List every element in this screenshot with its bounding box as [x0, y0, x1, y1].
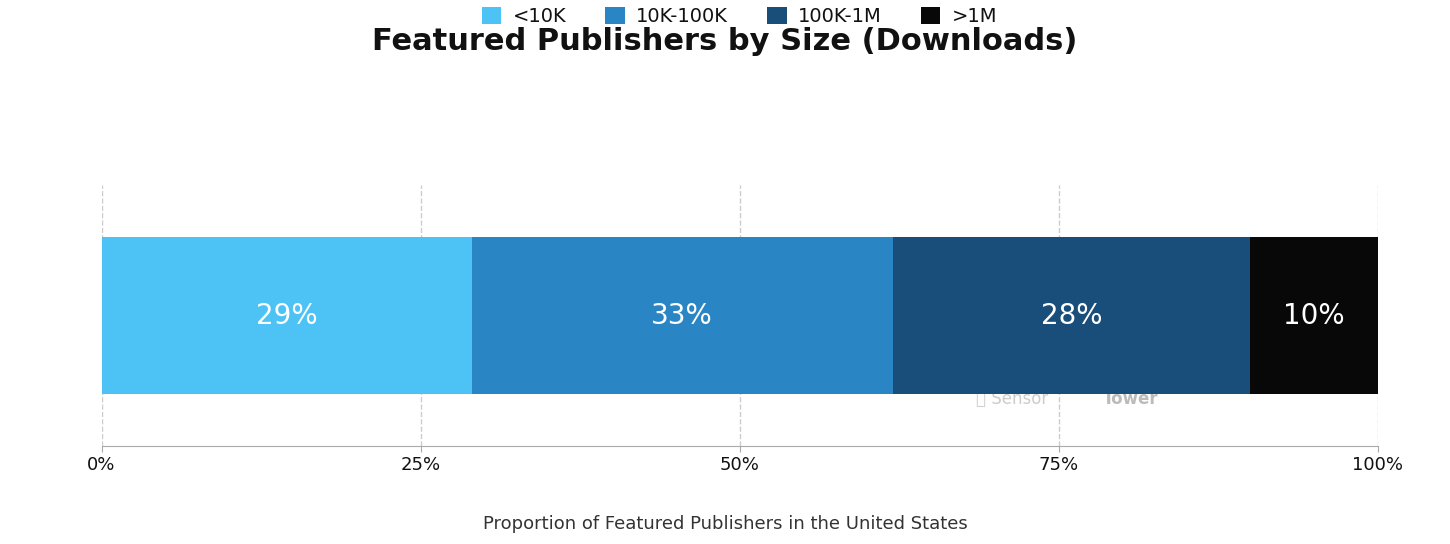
Text: Featured Publishers by Size (Downloads): Featured Publishers by Size (Downloads) — [373, 27, 1077, 56]
Text: 33%: 33% — [651, 301, 713, 330]
Bar — [102, 237, 471, 394]
Bar — [471, 237, 893, 394]
Text: Proportion of Featured Publishers in the United States: Proportion of Featured Publishers in the… — [483, 515, 967, 533]
Legend: <10K, 10K-100K, 100K-1M, >1M: <10K, 10K-100K, 100K-1M, >1M — [481, 7, 998, 26]
Text: 29%: 29% — [255, 301, 318, 330]
Bar — [893, 237, 1250, 394]
Bar — [1250, 237, 1378, 394]
Text: 10%: 10% — [1283, 301, 1344, 330]
Text: Tower: Tower — [1103, 390, 1159, 408]
Text: ⓘ Sensor: ⓘ Sensor — [976, 390, 1048, 408]
Text: 28%: 28% — [1041, 301, 1102, 330]
